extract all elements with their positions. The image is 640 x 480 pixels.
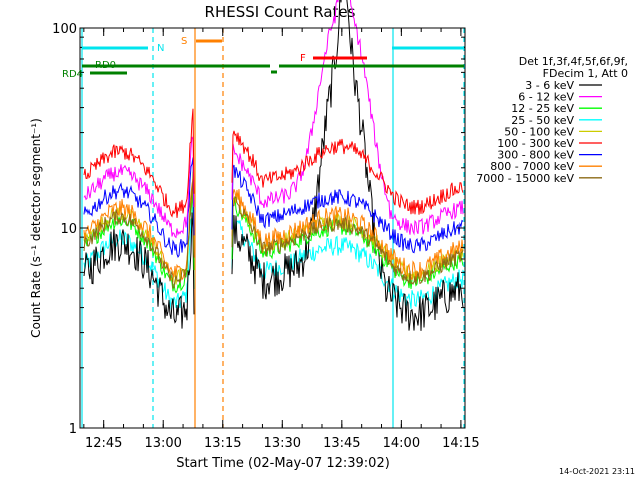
y-tick-label: 1 (69, 422, 77, 437)
legend-entry-label: 800 - 7000 keV (490, 160, 574, 173)
series-line-5-a (83, 108, 195, 218)
x-axis: 12:45 13:00 13:15 13:30 13:45 14:00 14:15 (83, 28, 480, 451)
series-line-7-a (83, 178, 195, 281)
x-tick-label: 13:30 (264, 436, 301, 451)
legend-entry-label: 25 - 50 keV (511, 114, 574, 127)
x-tick-label: 14:15 (442, 436, 479, 451)
flag-label-rd0: RD0 (95, 60, 116, 71)
series-line-4-a (83, 171, 195, 285)
x-tick-label: 13:15 (204, 436, 241, 451)
x-tick-label: 13:00 (144, 436, 181, 451)
series-line-1-b (231, 0, 464, 236)
legend-entry-label: 7000 - 15000 keV (476, 172, 574, 185)
flag-label-s: S (181, 36, 187, 47)
series-line-0-a (83, 212, 195, 329)
chart-title: RHESSI Count Rates (205, 3, 356, 21)
series-line-6-a (83, 157, 195, 258)
legend-header: FDecim 1, Att 0 (543, 67, 628, 80)
flag-label-f: F (300, 53, 306, 64)
y-tick-label: 10 (60, 222, 77, 237)
legend-header: Det 1f,3f,4f,5f,6f,9f, (519, 55, 628, 68)
legend-entry-label: 6 - 12 keV (518, 91, 574, 104)
legend: Det 1f,3f,4f,5f,6f,9f,FDecim 1, Att 03 -… (476, 55, 628, 185)
flag-label-n: N (157, 43, 164, 54)
x-tick-label: 12:45 (85, 436, 122, 451)
x-tick-label: 13:45 (323, 436, 360, 451)
series-line-0-b (231, 0, 464, 331)
legend-entry-label: 100 - 300 keV (497, 137, 574, 150)
plot-area (81, 0, 465, 428)
legend-entry-label: 300 - 800 keV (497, 149, 574, 162)
series-line-6-b (231, 164, 464, 254)
series-line-1-a (83, 136, 195, 239)
x-axis-label: Start Time (02-May-07 12:39:02) (176, 456, 390, 471)
footer-timestamp: 14-Oct-2021 23:11 (559, 467, 635, 476)
y-tick-label: 100 (52, 22, 77, 37)
flag-bars: N S RD0 RD4 F (62, 36, 464, 80)
series-line-3-b (231, 220, 464, 309)
series-line-8-b (231, 195, 464, 285)
series-line-5-b (231, 130, 464, 215)
series-line-8-a (83, 181, 195, 289)
legend-entry-label: 50 - 100 keV (504, 125, 574, 138)
y-axis: 1 10 100 (52, 22, 465, 437)
flag-label-rd4: RD4 (62, 69, 83, 80)
x-tick-label: 14:00 (383, 436, 420, 451)
legend-entry-label: 3 - 6 keV (525, 79, 574, 92)
y-axis-label: Count Rate (s⁻¹ detector segment⁻¹) (29, 118, 43, 338)
legend-entry-label: 12 - 25 keV (511, 102, 574, 115)
